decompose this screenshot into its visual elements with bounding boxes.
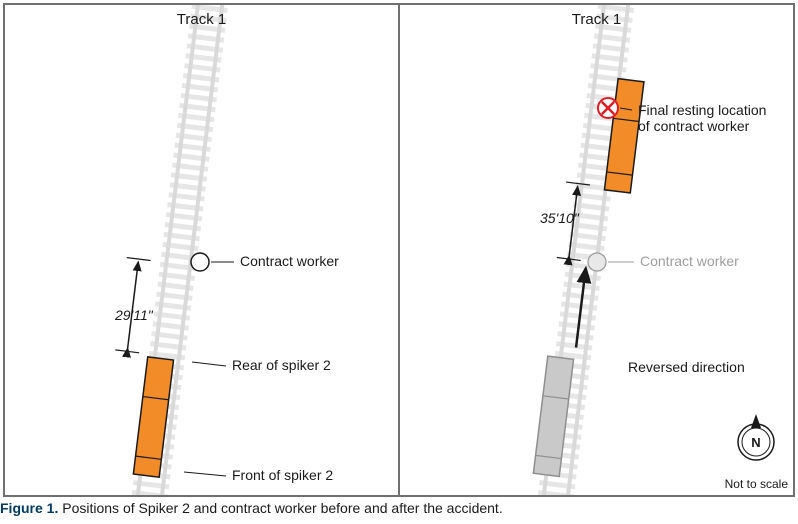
svg-text:Rear of spiker 2: Rear of spiker 2 [232,357,331,373]
figure-container: Track 1 Rear of spiker 2 Front of spiker 2… [0,0,798,516]
caption-bold: Figure 1. [0,500,58,516]
figure-caption: Figure 1. Positions of Spiker 2 and cont… [0,500,798,516]
svg-text:Reversed direction: Reversed direction [628,359,745,375]
svg-text:Track 1: Track 1 [177,11,226,28]
svg-text:Contract worker: Contract worker [640,253,739,269]
svg-text:35'10": 35'10" [540,210,580,226]
svg-text:Not to scale: Not to scale [725,477,789,491]
svg-text:29'11": 29'11" [114,307,154,323]
svg-text:N: N [751,435,760,450]
svg-text:Final resting location: Final resting location [638,102,766,118]
svg-text:Track 1: Track 1 [572,11,621,28]
caption-text: Positions of Spiker 2 and contract worke… [58,500,502,516]
diagram-svg: Track 1 Rear of spiker 2 Front of spiker 2… [0,0,798,500]
svg-text:Front of spiker 2: Front of spiker 2 [232,467,333,483]
svg-text:Contract worker: Contract worker [240,253,339,269]
svg-text:of contract worker: of contract worker [638,118,750,134]
